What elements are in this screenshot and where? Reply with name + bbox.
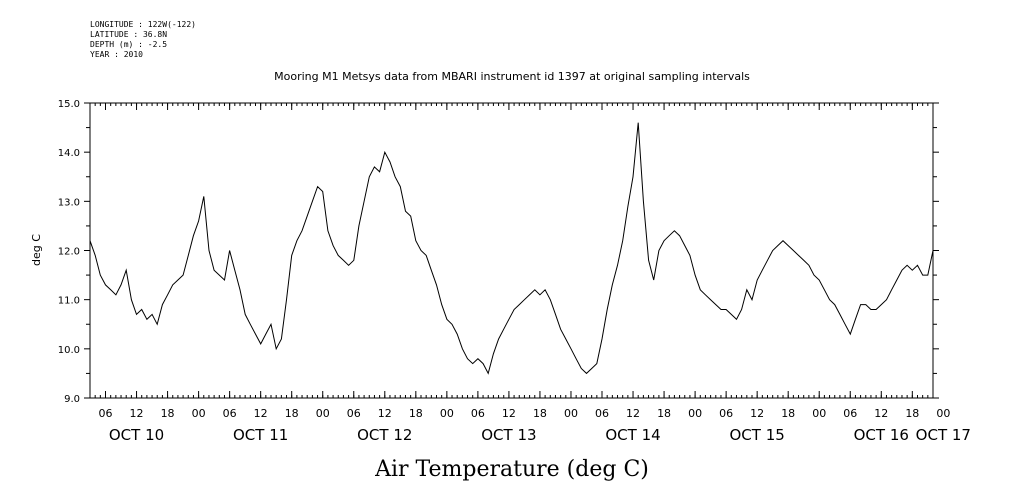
x-day-label: OCT 13 (481, 426, 536, 444)
x-tick-label: 06 (843, 407, 857, 420)
x-axis: 06 12 18 00 06 12 18 00 06 12 18 00 06 12 18 00 06 12 18 00… (89, 103, 971, 444)
x-tick-label: 06 (99, 407, 113, 420)
x-tick-label: 06 (471, 407, 485, 420)
chart-title: Mooring M1 Metsys data from MBARI instru… (274, 70, 750, 83)
latitude-text: LATITUDE : 36.8N (90, 30, 168, 39)
x-day-label: OCT 11 (233, 426, 288, 444)
x-tick-label: 18 (161, 407, 175, 420)
y-tick-label: 14.0 (58, 148, 80, 159)
x-tick-label: 00 (440, 407, 454, 420)
x-tick-label: 12 (378, 407, 392, 420)
x-tick-label: 12 (502, 407, 516, 420)
x-tick-label: 18 (409, 407, 423, 420)
x-tick-label: 12 (874, 407, 888, 420)
x-tick-label: 18 (781, 407, 795, 420)
y-tick-label: 10.0 (58, 345, 80, 356)
x-tick-label: 12 (750, 407, 764, 420)
x-tick-label: 12 (626, 407, 640, 420)
x-day-label: OCT 17 (916, 426, 971, 444)
depth-text: DEPTH (m) : -2.5 (90, 40, 168, 49)
x-tick-label: 06 (223, 407, 237, 420)
y-tick-label: 9.0 (64, 394, 80, 405)
x-tick-label: 00 (316, 407, 330, 420)
x-tick-label: 06 (595, 407, 609, 420)
x-day-label: OCT 14 (605, 426, 660, 444)
y-axis-label: deg C (30, 234, 43, 266)
x-tick-label: 18 (285, 407, 299, 420)
x-tick-label: 06 (719, 407, 733, 420)
x-tick-label: 18 (533, 407, 547, 420)
x-day-label: OCT 15 (730, 426, 785, 444)
year-text: YEAR : 2010 (90, 50, 143, 59)
y-tick-label: 13.0 (58, 197, 80, 208)
plot-frame (89, 102, 934, 399)
y-tick-label: 15.0 (58, 99, 80, 110)
x-day-label: OCT 16 (854, 426, 909, 444)
y-axis: 9.0 10.0 11.0 12.0 13.0 14.0 15.0 (58, 99, 939, 405)
metadata-block: LONGITUDE : 122W(-122) LATITUDE : 36.8N … (90, 20, 196, 60)
longitude-text: LONGITUDE : 122W(-122) (90, 20, 196, 29)
x-tick-label: 00 (192, 407, 206, 420)
y-tick-label: 12.0 (58, 247, 80, 258)
x-tick-label: 12 (130, 407, 144, 420)
series-line-air-temperature (89, 122, 934, 375)
x-tick-label: 00 (936, 407, 950, 420)
x-tick-label: 18 (905, 407, 919, 420)
x-tick-label: 00 (688, 407, 702, 420)
x-tick-label: 06 (347, 407, 361, 420)
x-day-label: OCT 12 (357, 426, 412, 444)
x-tick-label: 00 (812, 407, 826, 420)
x-tick-label: 00 (564, 407, 578, 420)
x-day-label: OCT 10 (109, 426, 164, 444)
x-axis-label: Air Temperature (deg C) (374, 457, 649, 482)
y-tick-label: 11.0 (58, 296, 80, 307)
x-tick-label: 12 (254, 407, 268, 420)
x-tick-label: 18 (657, 407, 671, 420)
